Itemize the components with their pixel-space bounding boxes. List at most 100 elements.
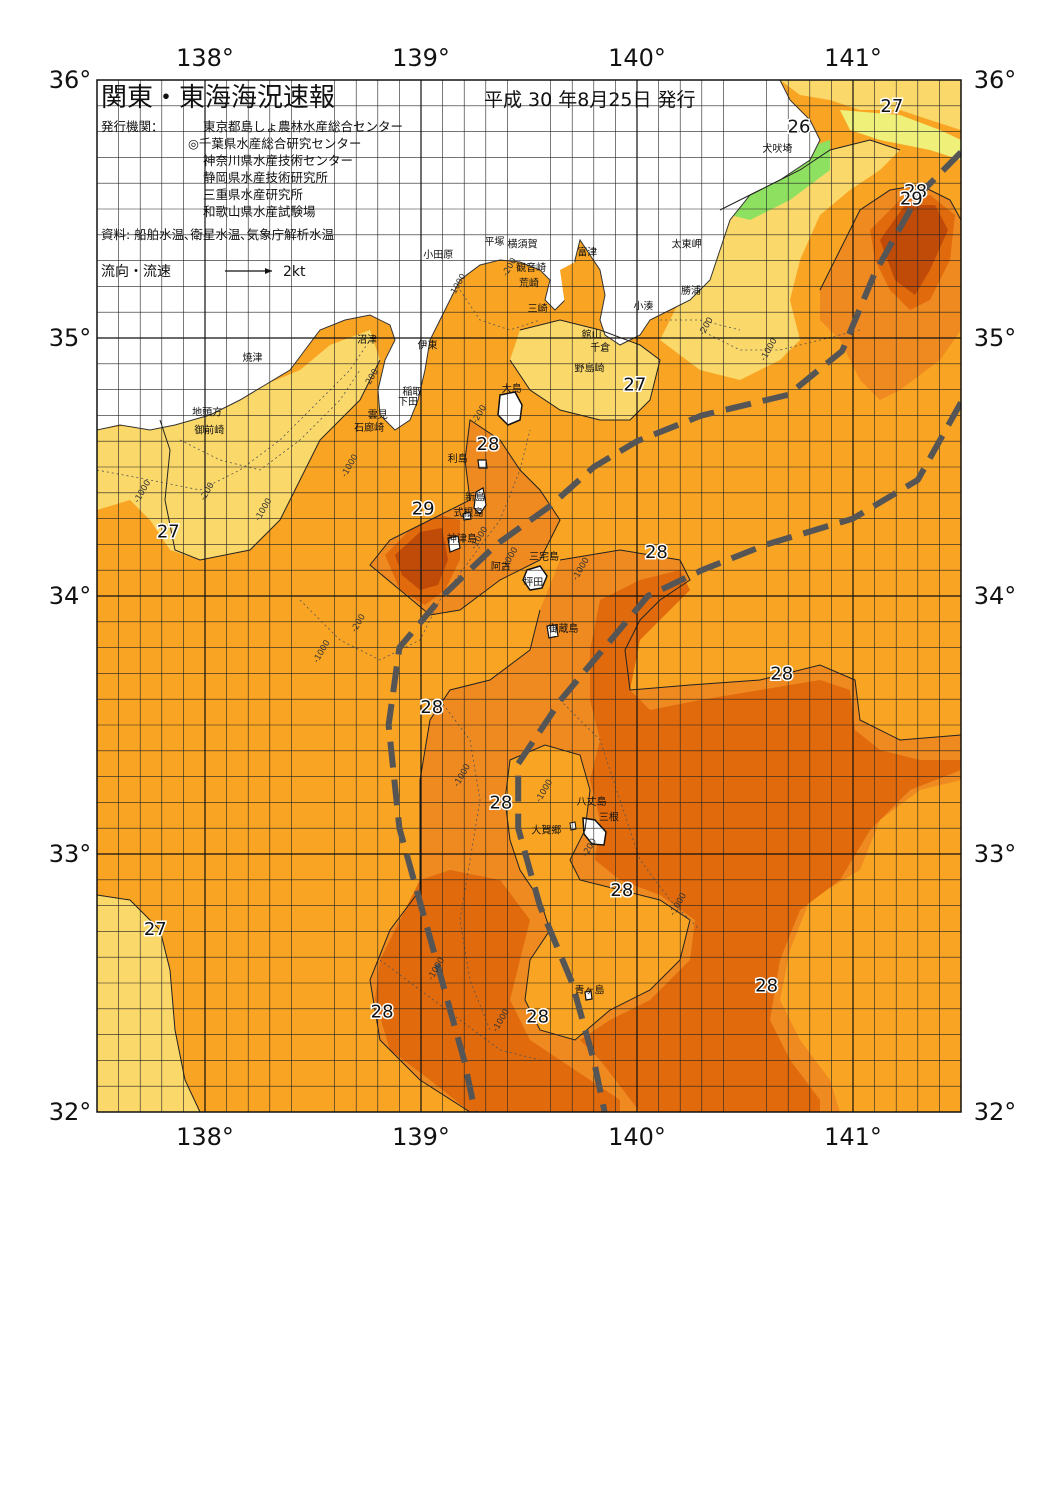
place-label: 御蔵島 bbox=[549, 622, 579, 635]
temperature-label: 28 bbox=[755, 976, 778, 997]
graticule bbox=[97, 80, 961, 1112]
isotherm-27-sagami bbox=[509, 319, 661, 421]
tokyo-bay bbox=[560, 262, 598, 325]
place-label: 三根 bbox=[599, 810, 619, 823]
longitude-label: 141° bbox=[824, 1123, 882, 1151]
latitude-label: 35° bbox=[49, 324, 92, 352]
temperature-label: 27 bbox=[623, 374, 646, 395]
place-label: 雲見 bbox=[368, 409, 388, 421]
kuroshio-path-2 bbox=[515, 401, 961, 1112]
place-label: 荒崎 bbox=[519, 276, 539, 289]
depth-contour-200-east bbox=[660, 319, 741, 331]
publisher-1: 東京都島しょ農林水産総合センター bbox=[203, 119, 403, 134]
latitude-label: 33° bbox=[974, 840, 1017, 868]
isotherm-27-izu bbox=[369, 419, 561, 616]
place-label: 平塚 bbox=[484, 236, 504, 248]
current-legend-value: 2kt bbox=[283, 264, 306, 280]
island-niijima bbox=[473, 487, 487, 515]
latitude-label: 34° bbox=[974, 582, 1017, 610]
island-kozushima bbox=[447, 535, 461, 553]
isotherm-28-south-west bbox=[369, 609, 541, 1112]
publisher-5: 三重県水産研究所 bbox=[203, 187, 303, 202]
place-label: 青ヶ島 bbox=[574, 983, 604, 996]
longitude-label: 140° bbox=[608, 1123, 666, 1151]
current-legend-label: 流向・流速 bbox=[101, 264, 171, 280]
temperature-label: 28 bbox=[477, 434, 500, 455]
map-title: 関東・東海海況速報 bbox=[101, 83, 335, 113]
cool-water-east-north bbox=[780, 80, 961, 130]
temperature-label: 28 bbox=[645, 542, 668, 563]
island-hachijo-kojima bbox=[569, 821, 577, 831]
publisher-6: 和歌山県水産試験場 bbox=[203, 204, 316, 219]
temperature-label: 28 bbox=[526, 1007, 549, 1028]
place-label: 阿古 bbox=[491, 560, 511, 573]
place-label: 小湊 bbox=[633, 300, 653, 313]
publisher-4: 静岡県水産技術研究所 bbox=[203, 170, 328, 185]
issue-date: 平成 30 年8月25日 発行 bbox=[484, 89, 696, 111]
depth-contours bbox=[97, 289, 861, 1061]
longitude-label: 138° bbox=[176, 1123, 234, 1151]
cool-water-west bbox=[97, 330, 380, 560]
publisher-label: 発行機関： bbox=[101, 119, 164, 134]
warm-water-hachijo-inner bbox=[505, 745, 690, 1040]
place-label: 沼津 bbox=[357, 333, 377, 346]
depth-contour-200-west bbox=[179, 369, 361, 471]
place-label: 太東岬 bbox=[672, 238, 702, 251]
place-label: 稲取 bbox=[402, 386, 422, 398]
latitude-label: 35° bbox=[974, 324, 1017, 352]
land bbox=[97, 80, 821, 1001]
depth-contour-1000-west bbox=[97, 339, 371, 491]
island-shikinejima bbox=[462, 511, 472, 521]
longitude-label: 140° bbox=[608, 44, 666, 72]
header: 関東・東海海況速報 平成 30 年8月25日 発行 発行機関： 東京都島しょ農林… bbox=[101, 83, 696, 280]
land-honshu bbox=[97, 80, 821, 431]
island-toshima bbox=[477, 459, 488, 469]
place-label: 利島 bbox=[448, 452, 468, 465]
latitude-label: 34° bbox=[49, 582, 92, 610]
latitude-label: 36° bbox=[974, 66, 1017, 94]
place-label: 千倉 bbox=[590, 341, 610, 354]
latitude-labels-right: 36° 35° 34° 33° 32° bbox=[974, 66, 1017, 1126]
place-label: 館山 bbox=[582, 328, 602, 341]
place-label: 犬吠埼 bbox=[762, 142, 792, 155]
cool-water-boso bbox=[660, 140, 900, 380]
place-label: 御前崎 bbox=[194, 423, 224, 436]
island-hachijojima bbox=[582, 817, 607, 846]
temperature-label: 29 bbox=[412, 498, 435, 519]
longitude-labels-bottom: 138° 139° 140° 141° bbox=[176, 1123, 882, 1151]
cool-water-26-5 bbox=[840, 110, 961, 160]
temperature-label: 28 bbox=[371, 1001, 394, 1022]
temperature-label: 28 bbox=[489, 792, 512, 813]
isotherm-28-south bbox=[559, 549, 961, 741]
longitude-labels-top: 138° 139° 140° 141° bbox=[176, 44, 882, 72]
isotherm-27-boso bbox=[719, 139, 901, 211]
latitude-label: 33° bbox=[49, 840, 92, 868]
island-aogashima bbox=[584, 990, 593, 1001]
depth-contour-1000-izu bbox=[299, 429, 531, 661]
island-miyakejima bbox=[522, 565, 548, 591]
data-sources: 資料: 船舶水温､衛星水温､気象庁解析水温 bbox=[101, 227, 335, 242]
isotherm-28-east bbox=[819, 184, 961, 291]
place-label: 伊東 bbox=[417, 338, 437, 351]
depth-contour-1000-mid bbox=[439, 699, 491, 1031]
temperature-label: 27 bbox=[144, 919, 167, 940]
latitude-label: 36° bbox=[49, 66, 92, 94]
place-label: 神津島 bbox=[447, 532, 477, 545]
longitude-label: 139° bbox=[392, 1123, 450, 1151]
warm-water-southwest-28-5 bbox=[375, 870, 620, 1112]
place-label: 横須賀 bbox=[508, 238, 538, 251]
depth-contour-1000-south bbox=[379, 959, 541, 1061]
isotherm-27-southwest bbox=[97, 894, 201, 1112]
place-label: 八丈島 bbox=[577, 795, 607, 808]
temperature-label: 27 bbox=[880, 96, 903, 117]
place-label: 富津 bbox=[577, 245, 597, 258]
cool-water-southwest bbox=[97, 895, 200, 1112]
place-label: 小田原 bbox=[423, 249, 453, 261]
place-label: 下田 bbox=[398, 397, 418, 408]
place-label: 焼津 bbox=[243, 352, 263, 364]
temperature-label: 28 bbox=[610, 880, 633, 901]
island-oshima bbox=[497, 391, 523, 426]
